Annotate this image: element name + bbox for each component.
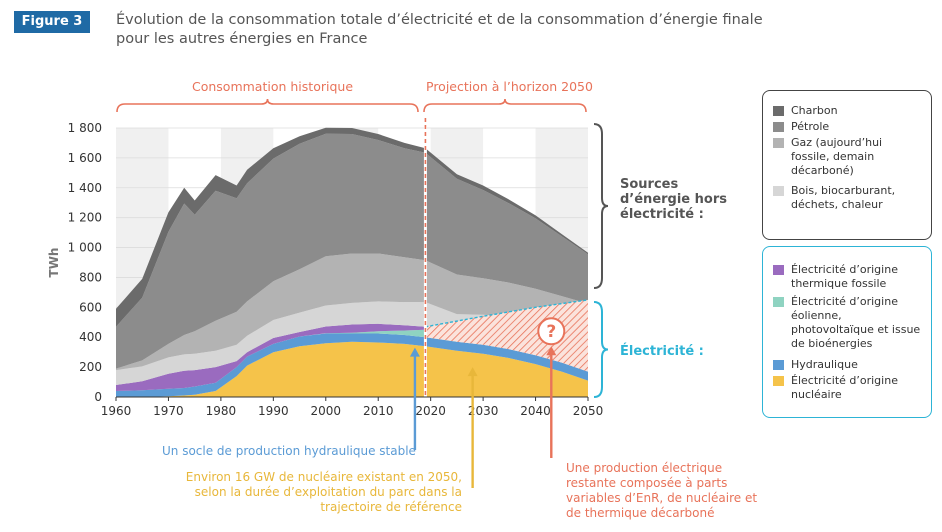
legend-charbon: Charbon xyxy=(791,104,838,117)
legend-fossile: Électricité d’origine thermique fossile xyxy=(791,263,898,290)
legend-petrole: Pétrole xyxy=(791,120,830,133)
electricite-brace xyxy=(593,301,609,398)
annotations: ? xyxy=(116,98,609,488)
legend-bois: Bois, biocarburant, déchets, chaleur xyxy=(791,184,896,211)
y-tick-label: 1 000 xyxy=(68,241,102,255)
swatch-fossile-icon xyxy=(773,265,784,275)
stacked-areas xyxy=(116,118,589,397)
swatch-enr-icon xyxy=(773,297,784,307)
swatch-hydro-icon xyxy=(773,360,784,370)
x-tick-label: 1970 xyxy=(153,404,184,418)
y-tick-label: 800 xyxy=(79,270,102,284)
y-tick-label: 200 xyxy=(79,360,102,374)
note-nuclear: Environ 16 GW de nucléaire existant en 2… xyxy=(185,470,462,514)
question-mark-text: ? xyxy=(546,322,556,342)
y-tick-label: 600 xyxy=(79,300,102,314)
area-petrole xyxy=(116,133,588,369)
projection-bracket xyxy=(423,98,587,113)
electricite-label: Électricité : xyxy=(620,344,704,359)
swatch-gaz-icon xyxy=(773,138,784,148)
legend-nucleaire: Électricité d’origine nucléaire xyxy=(791,374,898,401)
swatch-nucleaire-icon xyxy=(773,376,784,386)
sources-label: Sources d’énergie hors électricité : xyxy=(620,177,727,222)
legend-hydro: Hydraulique xyxy=(791,358,858,371)
nuclear-arrow-head xyxy=(467,367,478,377)
area-hydro xyxy=(116,333,588,397)
legend-elec-box: Électricité d’origine thermique fossile … xyxy=(762,246,932,418)
y-axis-label: TWh xyxy=(47,248,61,278)
hydro-arrow-head xyxy=(409,347,420,357)
area-nucleaire xyxy=(116,341,588,397)
axes: 1960 1970 1980 1990 2000 2010 2020 2030 2040 2050… xyxy=(47,121,603,418)
swatch-bois-icon xyxy=(773,186,784,196)
x-tick-label: 2040 xyxy=(520,404,551,418)
x-tick-label: 2010 xyxy=(363,404,394,418)
figure-title: Évolution de la consommation totale d’él… xyxy=(116,11,916,49)
projection-label: Projection à l’horizon 2050 xyxy=(426,79,593,94)
legend-gaz: Gaz (aujourd’hui fossile, demain décarbo… xyxy=(791,136,883,177)
title-line-1: Évolution de la consommation totale d’él… xyxy=(116,12,763,28)
mix-arrow-head xyxy=(546,346,557,356)
x-tick-label: 1990 xyxy=(258,404,289,418)
figure-badge: Figure 3 xyxy=(14,11,90,33)
x-tick-label: 2050 xyxy=(573,404,604,418)
legend-enr: Électricité d’origine éolienne, photovol… xyxy=(791,295,921,350)
area-fossile xyxy=(116,323,588,391)
y-tick-label: 400 xyxy=(79,330,102,344)
electricity-projection-line xyxy=(425,299,589,328)
area-gaz xyxy=(116,253,588,371)
question-mark-icon xyxy=(537,317,566,346)
swatch-charbon-icon xyxy=(773,106,784,116)
historical-bracket xyxy=(116,98,419,113)
historical-label: Consommation historique xyxy=(192,79,354,94)
x-tick-label: 2030 xyxy=(468,404,499,418)
y-tick-label: 1 800 xyxy=(68,121,102,135)
note-hydro: Un socle de production hydraulique stabl… xyxy=(162,444,416,458)
note-mix: Une production électrique restante compo… xyxy=(566,461,758,520)
y-tick-label: 1 200 xyxy=(68,211,102,225)
title-line-2: pour les autres énergies en France xyxy=(116,31,368,47)
x-tick-label: 1980 xyxy=(206,404,237,418)
sources-brace xyxy=(593,123,609,289)
y-tick-label: 1 600 xyxy=(68,151,102,165)
legend-sources-box: Charbon Pétrole Gaz (aujourd’hui fossile… xyxy=(762,90,932,240)
x-tick-label: 2020 xyxy=(415,404,446,418)
y-tick-label: 1 400 xyxy=(68,181,102,195)
y-tick-label: 0 xyxy=(94,390,102,404)
x-tick-label: 1960 xyxy=(101,404,132,418)
x-tick-label: 2000 xyxy=(311,404,342,418)
swatch-petrole-icon xyxy=(773,122,784,132)
